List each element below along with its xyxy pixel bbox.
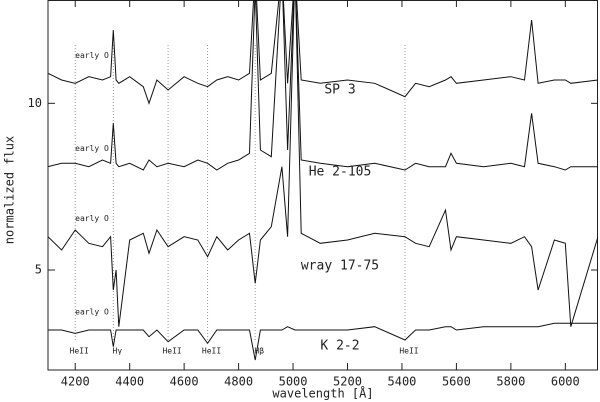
spectrum-line: [48, 0, 598, 327]
x-tick-label: 4400: [115, 375, 144, 389]
early-o-label: early O: [75, 308, 109, 317]
x-tick-label: 6000: [551, 375, 580, 389]
spectrum-line: [48, 0, 598, 105]
line-marker-label: HeII: [202, 347, 221, 356]
plot-area: [48, 0, 598, 361]
y-tick-label: 10: [28, 96, 42, 110]
spectrum-line: [48, 322, 598, 361]
line-marker-label: HeII: [399, 347, 418, 356]
spectrum-line: [48, 0, 598, 171]
plot-frame: [47, 0, 598, 371]
x-axis-title: wavelength [Å]: [272, 386, 373, 401]
x-tick-label: 5200: [333, 375, 362, 389]
early-o-label: early O: [75, 214, 109, 223]
line-marker-label: Hγ: [113, 347, 123, 356]
line-marker-label: Hβ: [254, 347, 264, 356]
y-tick-label: 5: [35, 263, 42, 277]
x-tick-label: 5800: [496, 375, 525, 389]
line-marker-label: HeII: [162, 347, 181, 356]
early-o-label: early O: [75, 144, 109, 153]
x-tick-label: 4600: [170, 375, 199, 389]
x-tick-label: 5600: [442, 375, 471, 389]
series-label: wray 17-75: [301, 259, 379, 274]
x-tick-label: 4800: [224, 375, 253, 389]
series-label: SP 3: [324, 83, 355, 98]
early-o-label: early O: [75, 51, 109, 60]
y-axis-title: normalized flux: [3, 136, 17, 244]
x-tick-label: 5400: [388, 375, 417, 389]
line-marker-label: HeII: [70, 347, 89, 356]
x-tick-label: 4200: [61, 375, 90, 389]
x-tick-label: 5000: [279, 375, 308, 389]
series-label: He 2-105: [309, 165, 372, 180]
series-label: K 2-2: [320, 339, 359, 354]
